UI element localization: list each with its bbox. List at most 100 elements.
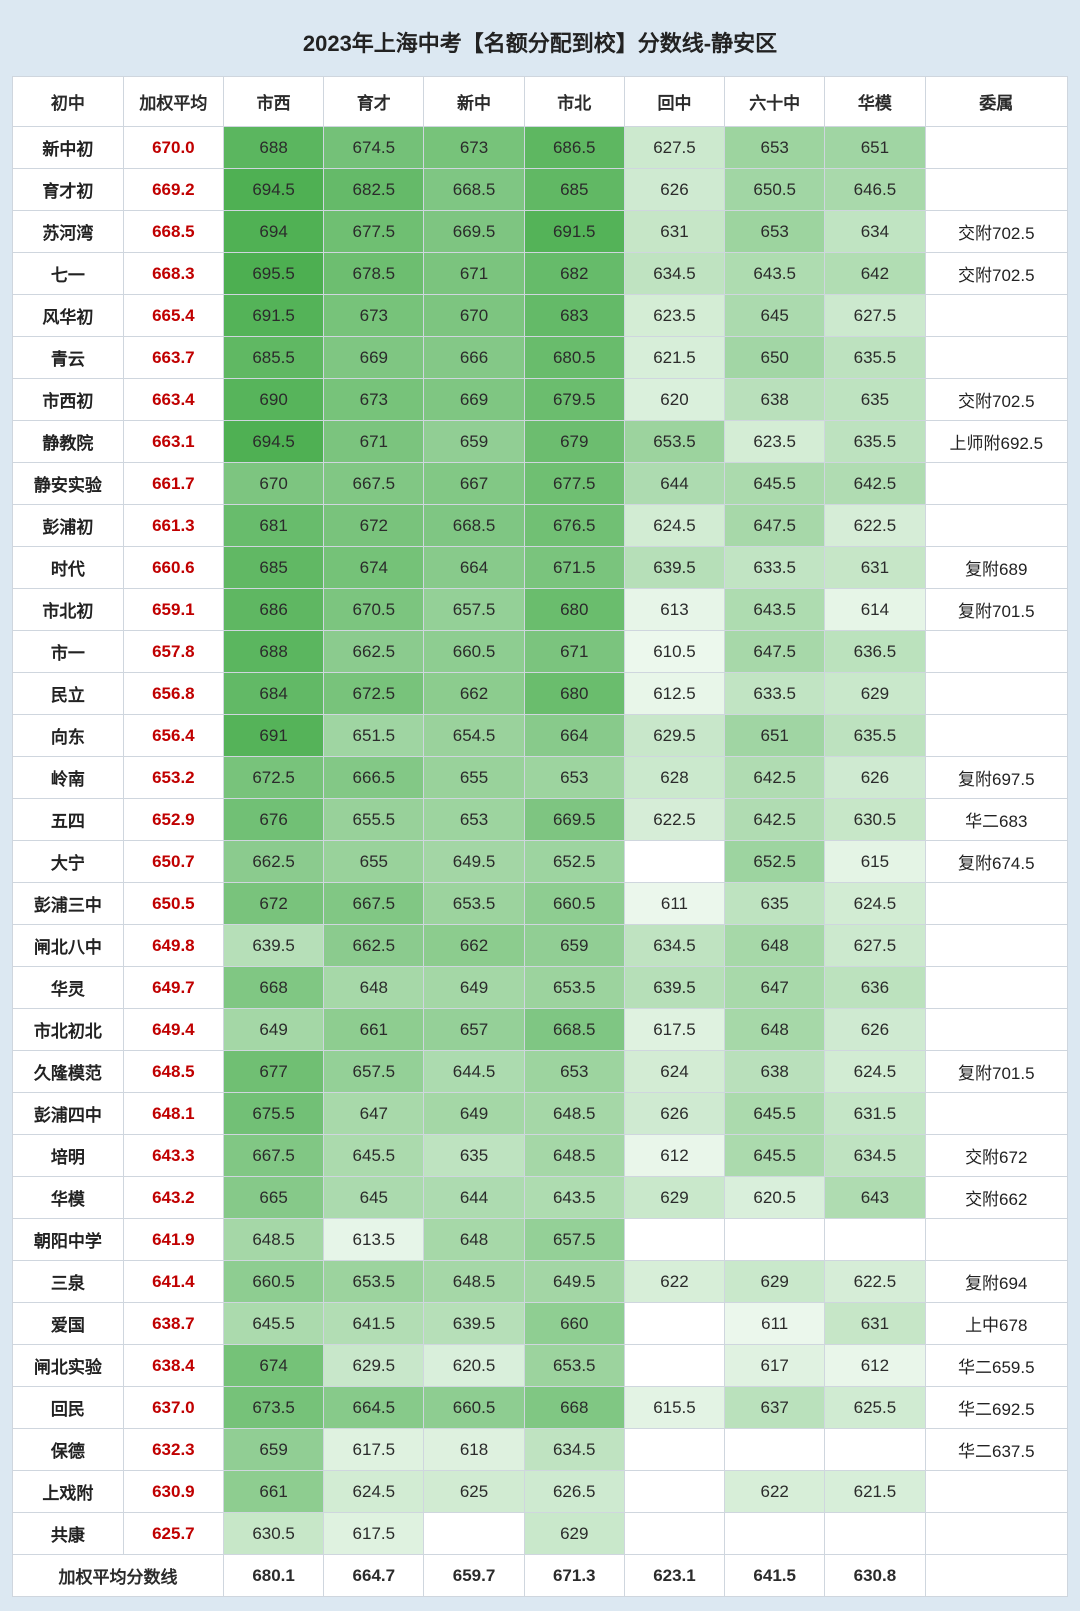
- table-row: 朝阳中学641.9648.5613.5648657.5: [13, 1219, 1068, 1261]
- table-row: 市一657.8688662.5660.5671610.5647.5636.5: [13, 631, 1068, 673]
- score-cell: 659: [424, 421, 524, 463]
- weighted-avg: 632.3: [123, 1429, 223, 1471]
- school-name: 彭浦三中: [13, 883, 124, 925]
- score-cell: 668.5: [424, 505, 524, 547]
- weighted-avg: 659.1: [123, 589, 223, 631]
- table-row: 三泉641.4660.5653.5648.5649.5622629622.5复附…: [13, 1261, 1068, 1303]
- table-row: 新中初670.0688674.5673686.5627.5653651: [13, 127, 1068, 169]
- score-cell: 622.5: [825, 1261, 925, 1303]
- score-cell: 648: [725, 1009, 825, 1051]
- weighted-avg: 641.9: [123, 1219, 223, 1261]
- score-cell: 670: [424, 295, 524, 337]
- score-cell: 645.5: [725, 1135, 825, 1177]
- school-name: 市一: [13, 631, 124, 673]
- score-cell: 653.5: [424, 883, 524, 925]
- score-cell: 627.5: [825, 925, 925, 967]
- weighted-avg: 657.8: [123, 631, 223, 673]
- score-cell: 621.5: [825, 1471, 925, 1513]
- score-cell: 673: [324, 379, 424, 421]
- score-cell: 688: [223, 127, 323, 169]
- table-row: 共康625.7630.5617.5629: [13, 1513, 1068, 1555]
- score-cell: 661: [223, 1471, 323, 1513]
- score-cell: 634: [825, 211, 925, 253]
- score-cell: 686.5: [524, 127, 624, 169]
- weighted-avg: 650.5: [123, 883, 223, 925]
- weighted-avg: 648.1: [123, 1093, 223, 1135]
- score-cell: 630.5: [223, 1513, 323, 1555]
- score-cell: 624: [624, 1051, 724, 1093]
- score-cell: 676: [223, 799, 323, 841]
- score-cell: 669: [424, 379, 524, 421]
- score-cell: 637: [725, 1387, 825, 1429]
- note-cell: [925, 169, 1067, 211]
- score-cell: 694.5: [223, 169, 323, 211]
- score-cell: 629.5: [324, 1345, 424, 1387]
- school-name: 三泉: [13, 1261, 124, 1303]
- col-header: 新中: [424, 77, 524, 127]
- score-cell: [624, 841, 724, 883]
- score-cell: 639.5: [424, 1303, 524, 1345]
- score-cell: 649: [424, 1093, 524, 1135]
- table-row: 爱国638.7645.5641.5639.5660611631上中678: [13, 1303, 1068, 1345]
- col-header: 加权平均: [123, 77, 223, 127]
- score-cell: 634.5: [524, 1429, 624, 1471]
- note-cell: 交附662: [925, 1177, 1067, 1219]
- score-cell: 673: [324, 295, 424, 337]
- score-cell: 624.5: [624, 505, 724, 547]
- score-cell: 645.5: [725, 1093, 825, 1135]
- note-cell: 复附697.5: [925, 757, 1067, 799]
- weighted-avg: 643.3: [123, 1135, 223, 1177]
- score-cell: 622: [624, 1261, 724, 1303]
- weighted-avg: 656.8: [123, 673, 223, 715]
- score-cell: 653: [725, 127, 825, 169]
- score-cell: 631: [825, 1303, 925, 1345]
- score-cell: 641.5: [324, 1303, 424, 1345]
- score-cell: 667: [424, 463, 524, 505]
- weighted-avg: 663.1: [123, 421, 223, 463]
- col-header: 市北: [524, 77, 624, 127]
- school-name: 保德: [13, 1429, 124, 1471]
- score-cell: 611: [725, 1303, 825, 1345]
- score-cell: 648.5: [524, 1093, 624, 1135]
- score-cell: 622.5: [825, 505, 925, 547]
- note-cell: [925, 673, 1067, 715]
- note-cell: [925, 1219, 1067, 1261]
- score-cell: [624, 1513, 724, 1555]
- score-cell: 667.5: [324, 463, 424, 505]
- note-cell: 华二683: [925, 799, 1067, 841]
- score-cell: 645: [324, 1177, 424, 1219]
- score-cell: 684: [223, 673, 323, 715]
- weighted-avg: 656.4: [123, 715, 223, 757]
- score-cell: 645.5: [725, 463, 825, 505]
- score-cell: 668: [524, 1387, 624, 1429]
- score-cell: 626: [624, 169, 724, 211]
- school-name: 华灵: [13, 967, 124, 1009]
- footer-value: 664.7: [324, 1555, 424, 1597]
- score-cell: 651: [825, 127, 925, 169]
- score-cell: 664: [424, 547, 524, 589]
- note-cell: 交附702.5: [925, 253, 1067, 295]
- score-cell: 635.5: [825, 421, 925, 463]
- score-cell: 647: [725, 967, 825, 1009]
- score-cell: 612.5: [624, 673, 724, 715]
- score-cell: 690: [223, 379, 323, 421]
- table-row: 静教院663.1694.5671659679653.5623.5635.5上师附…: [13, 421, 1068, 463]
- col-header: 六十中: [725, 77, 825, 127]
- table-row: 市北初北649.4649661657668.5617.5648626: [13, 1009, 1068, 1051]
- school-name: 彭浦四中: [13, 1093, 124, 1135]
- table-row: 回民637.0673.5664.5660.5668615.5637625.5华二…: [13, 1387, 1068, 1429]
- score-cell: 627.5: [825, 295, 925, 337]
- score-cell: 664: [524, 715, 624, 757]
- score-cell: 694.5: [223, 421, 323, 463]
- weighted-avg: 670.0: [123, 127, 223, 169]
- weighted-avg: 630.9: [123, 1471, 223, 1513]
- score-cell: 665: [223, 1177, 323, 1219]
- score-cell: 650: [725, 337, 825, 379]
- note-cell: [925, 505, 1067, 547]
- score-cell: 653.5: [324, 1261, 424, 1303]
- footer-value: 641.5: [725, 1555, 825, 1597]
- score-cell: [825, 1429, 925, 1471]
- note-cell: 交附702.5: [925, 379, 1067, 421]
- score-cell: 672.5: [223, 757, 323, 799]
- score-cell: 630.5: [825, 799, 925, 841]
